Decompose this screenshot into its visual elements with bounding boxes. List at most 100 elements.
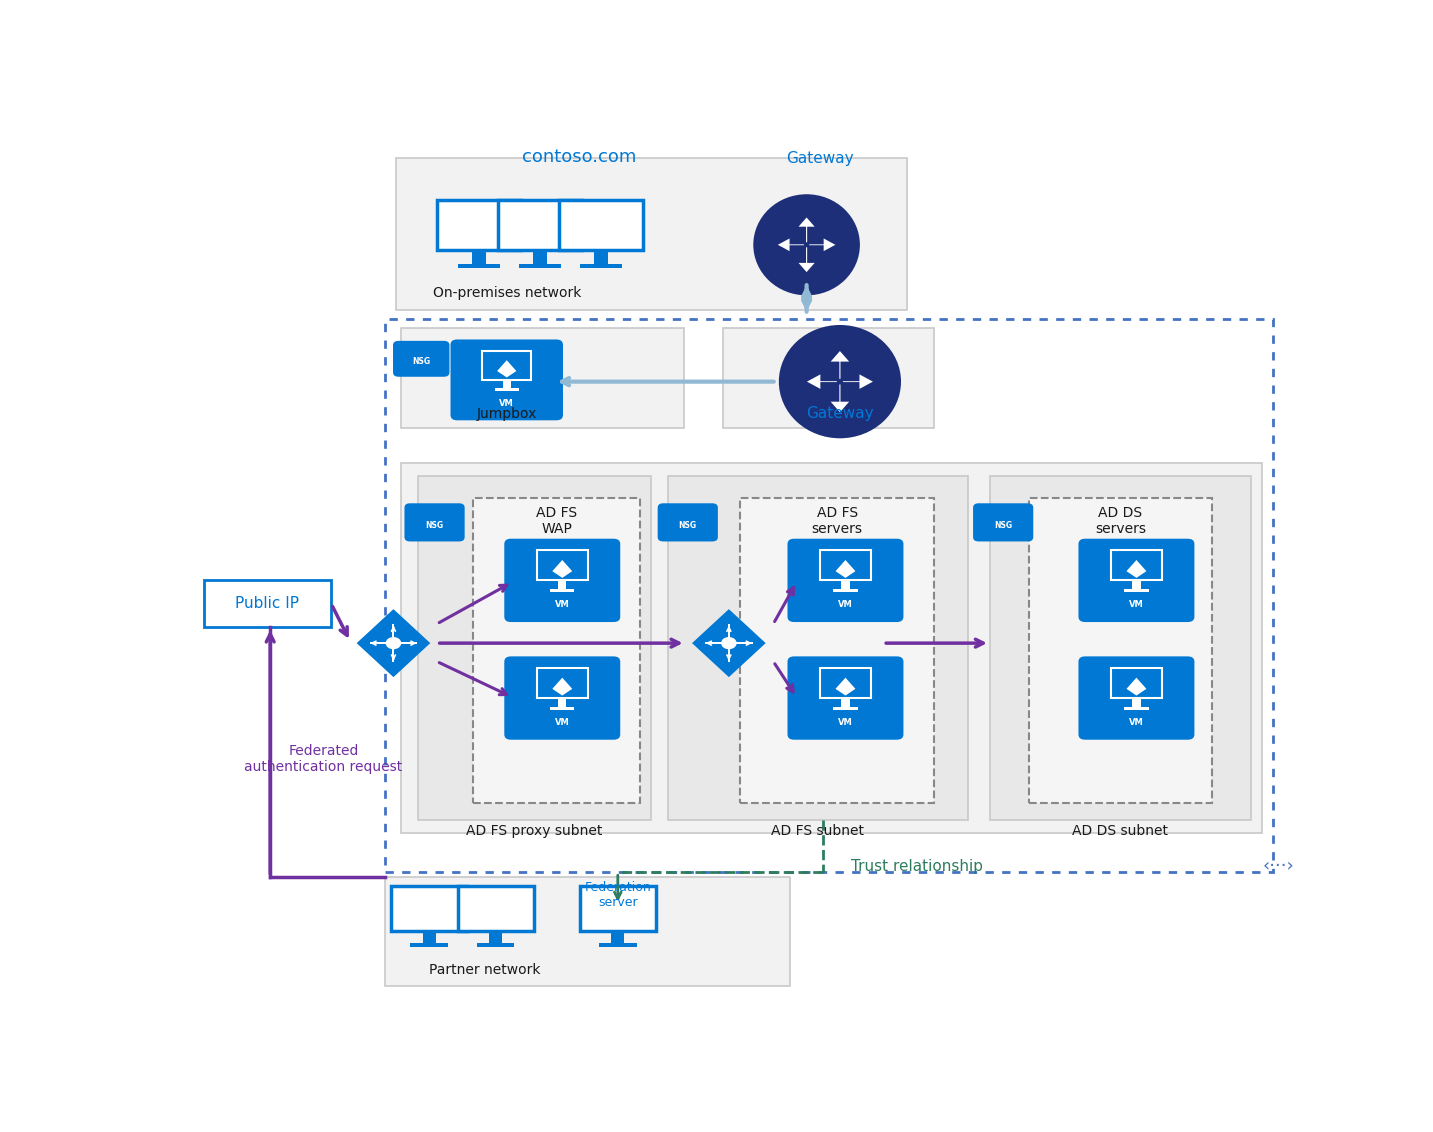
Text: Public IP: Public IP bbox=[235, 595, 299, 611]
Bar bbox=[580, 264, 622, 268]
Text: NSG: NSG bbox=[426, 521, 444, 530]
FancyBboxPatch shape bbox=[504, 539, 620, 623]
Text: VM: VM bbox=[838, 600, 853, 609]
Bar bbox=[550, 706, 575, 710]
Polygon shape bbox=[357, 609, 430, 677]
Bar bbox=[401, 463, 1262, 833]
Bar bbox=[533, 250, 547, 264]
Text: VM: VM bbox=[1129, 718, 1144, 727]
Text: AD DS
servers: AD DS servers bbox=[1095, 506, 1146, 537]
Bar bbox=[1125, 706, 1149, 710]
Text: VM: VM bbox=[555, 600, 570, 609]
FancyArrow shape bbox=[831, 351, 850, 379]
Bar bbox=[471, 250, 486, 264]
Polygon shape bbox=[552, 560, 572, 577]
FancyBboxPatch shape bbox=[504, 657, 620, 739]
Bar bbox=[833, 706, 858, 710]
Bar bbox=[550, 589, 575, 592]
Bar bbox=[841, 581, 850, 589]
FancyBboxPatch shape bbox=[1079, 657, 1195, 739]
Bar bbox=[423, 931, 436, 943]
FancyArrow shape bbox=[831, 385, 850, 412]
Bar bbox=[1132, 581, 1141, 589]
Text: VM: VM bbox=[838, 718, 853, 727]
Bar bbox=[481, 351, 532, 380]
Text: Gateway: Gateway bbox=[807, 406, 874, 421]
Bar bbox=[668, 475, 967, 820]
Circle shape bbox=[385, 637, 401, 650]
FancyBboxPatch shape bbox=[404, 504, 464, 541]
Ellipse shape bbox=[778, 325, 901, 438]
Bar bbox=[477, 943, 514, 947]
Text: On-premises network: On-premises network bbox=[433, 285, 580, 300]
Bar bbox=[559, 581, 566, 589]
Text: AD FS subnet: AD FS subnet bbox=[771, 824, 864, 839]
FancyBboxPatch shape bbox=[393, 341, 450, 377]
Bar bbox=[1029, 498, 1212, 803]
Bar bbox=[990, 475, 1251, 820]
Bar bbox=[489, 931, 502, 943]
FancyBboxPatch shape bbox=[580, 885, 656, 931]
FancyBboxPatch shape bbox=[788, 539, 903, 623]
Text: Federation
server: Federation server bbox=[585, 881, 651, 909]
FancyBboxPatch shape bbox=[437, 199, 522, 250]
Bar bbox=[1111, 668, 1162, 698]
Text: AD FS proxy subnet: AD FS proxy subnet bbox=[466, 824, 603, 839]
Bar bbox=[612, 931, 625, 943]
Text: NSG: NSG bbox=[413, 357, 430, 366]
Bar bbox=[1111, 550, 1162, 581]
Text: Federated
authentication request: Federated authentication request bbox=[245, 744, 403, 774]
FancyBboxPatch shape bbox=[1079, 539, 1195, 623]
Bar bbox=[494, 388, 519, 391]
FancyArrow shape bbox=[798, 247, 815, 272]
Bar bbox=[410, 943, 447, 947]
Bar bbox=[841, 698, 850, 706]
Bar bbox=[593, 250, 609, 264]
Bar bbox=[459, 264, 500, 268]
Bar bbox=[203, 580, 331, 627]
Bar bbox=[1132, 698, 1141, 706]
Text: Gateway: Gateway bbox=[787, 152, 854, 166]
Bar bbox=[724, 327, 934, 428]
Text: NSG: NSG bbox=[995, 521, 1012, 530]
Bar bbox=[599, 943, 636, 947]
Text: contoso.com: contoso.com bbox=[522, 148, 636, 166]
Bar bbox=[519, 264, 560, 268]
Text: ‹···›: ‹···› bbox=[1262, 857, 1294, 875]
Text: Trust relationship: Trust relationship bbox=[851, 859, 983, 874]
Bar bbox=[559, 698, 566, 706]
FancyBboxPatch shape bbox=[391, 885, 467, 931]
FancyArrow shape bbox=[778, 239, 804, 251]
Bar bbox=[833, 589, 858, 592]
FancyArrow shape bbox=[843, 375, 873, 389]
Bar bbox=[820, 550, 871, 581]
Polygon shape bbox=[1126, 678, 1146, 695]
Polygon shape bbox=[835, 678, 856, 695]
FancyBboxPatch shape bbox=[457, 885, 533, 931]
Bar bbox=[418, 475, 651, 820]
Text: NSG: NSG bbox=[679, 521, 696, 530]
Bar bbox=[537, 550, 588, 581]
FancyArrow shape bbox=[810, 239, 835, 251]
FancyBboxPatch shape bbox=[499, 199, 582, 250]
Text: AD DS subnet: AD DS subnet bbox=[1072, 824, 1168, 839]
FancyBboxPatch shape bbox=[973, 504, 1033, 541]
Bar bbox=[473, 498, 641, 803]
FancyBboxPatch shape bbox=[559, 199, 643, 250]
Bar bbox=[1125, 589, 1149, 592]
FancyArrow shape bbox=[807, 375, 837, 389]
Bar bbox=[503, 380, 510, 388]
Text: VM: VM bbox=[1129, 600, 1144, 609]
Circle shape bbox=[721, 637, 737, 650]
Text: Jumpbox: Jumpbox bbox=[477, 406, 537, 421]
Bar bbox=[820, 668, 871, 698]
Text: AD FS
WAP: AD FS WAP bbox=[536, 506, 577, 537]
Polygon shape bbox=[835, 560, 856, 577]
Text: VM: VM bbox=[499, 398, 514, 408]
Bar bbox=[739, 498, 934, 803]
Ellipse shape bbox=[754, 195, 860, 295]
FancyBboxPatch shape bbox=[450, 340, 563, 420]
Text: AD FS
servers: AD FS servers bbox=[811, 506, 863, 537]
Text: Partner network: Partner network bbox=[428, 963, 540, 977]
FancyArrow shape bbox=[798, 217, 815, 242]
